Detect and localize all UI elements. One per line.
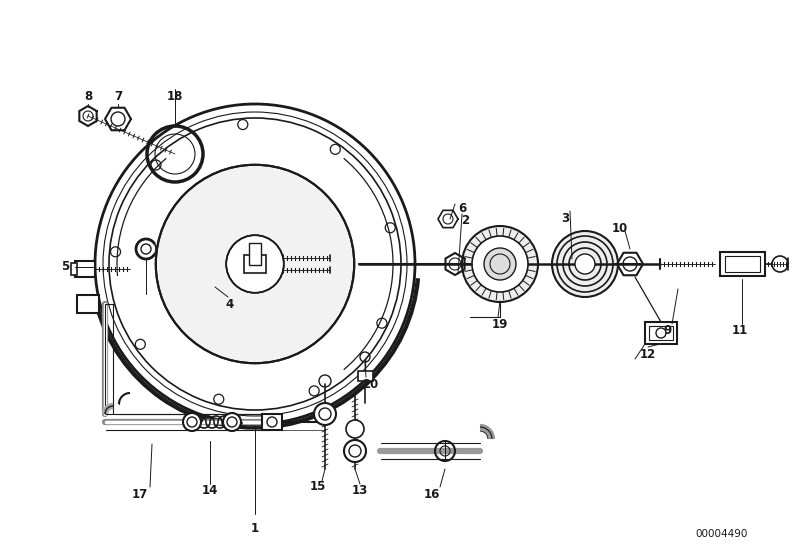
- Text: 19: 19: [492, 318, 508, 330]
- Text: 20: 20: [362, 377, 378, 391]
- Text: 10: 10: [612, 222, 628, 235]
- Bar: [649, 326, 673, 340]
- Bar: [75, 261, 95, 277]
- Text: 17: 17: [132, 487, 148, 500]
- Text: 7: 7: [114, 91, 122, 103]
- Circle shape: [156, 165, 354, 363]
- Bar: [725, 256, 760, 272]
- Circle shape: [344, 440, 366, 462]
- Bar: [645, 322, 677, 344]
- Circle shape: [136, 239, 156, 259]
- Text: 13: 13: [352, 485, 368, 498]
- Text: 9: 9: [664, 325, 672, 338]
- Text: 1: 1: [251, 523, 259, 536]
- Text: 18: 18: [167, 91, 183, 103]
- Text: 12: 12: [640, 348, 656, 361]
- Text: 6: 6: [458, 202, 466, 216]
- Circle shape: [575, 254, 595, 274]
- Circle shape: [472, 236, 528, 292]
- Circle shape: [223, 413, 241, 431]
- Bar: [249, 243, 261, 265]
- Circle shape: [226, 235, 284, 293]
- Bar: [262, 414, 282, 430]
- Circle shape: [484, 248, 516, 280]
- Text: 4: 4: [226, 297, 234, 310]
- Text: 5: 5: [61, 260, 70, 273]
- Text: 15: 15: [310, 481, 326, 494]
- Text: 00004490: 00004490: [696, 529, 748, 539]
- Text: 14: 14: [202, 485, 218, 498]
- Circle shape: [462, 226, 538, 302]
- Bar: [71, 263, 77, 275]
- Bar: [244, 255, 266, 273]
- Bar: [77, 295, 99, 313]
- Circle shape: [346, 420, 364, 438]
- Text: 8: 8: [84, 91, 92, 103]
- Text: 11: 11: [732, 325, 748, 338]
- Bar: [720, 252, 765, 276]
- Circle shape: [552, 231, 618, 297]
- Bar: [358, 371, 373, 381]
- Text: 2: 2: [461, 215, 469, 228]
- Text: 3: 3: [561, 212, 569, 225]
- Text: 16: 16: [423, 487, 440, 500]
- Circle shape: [183, 413, 201, 431]
- Circle shape: [314, 403, 336, 425]
